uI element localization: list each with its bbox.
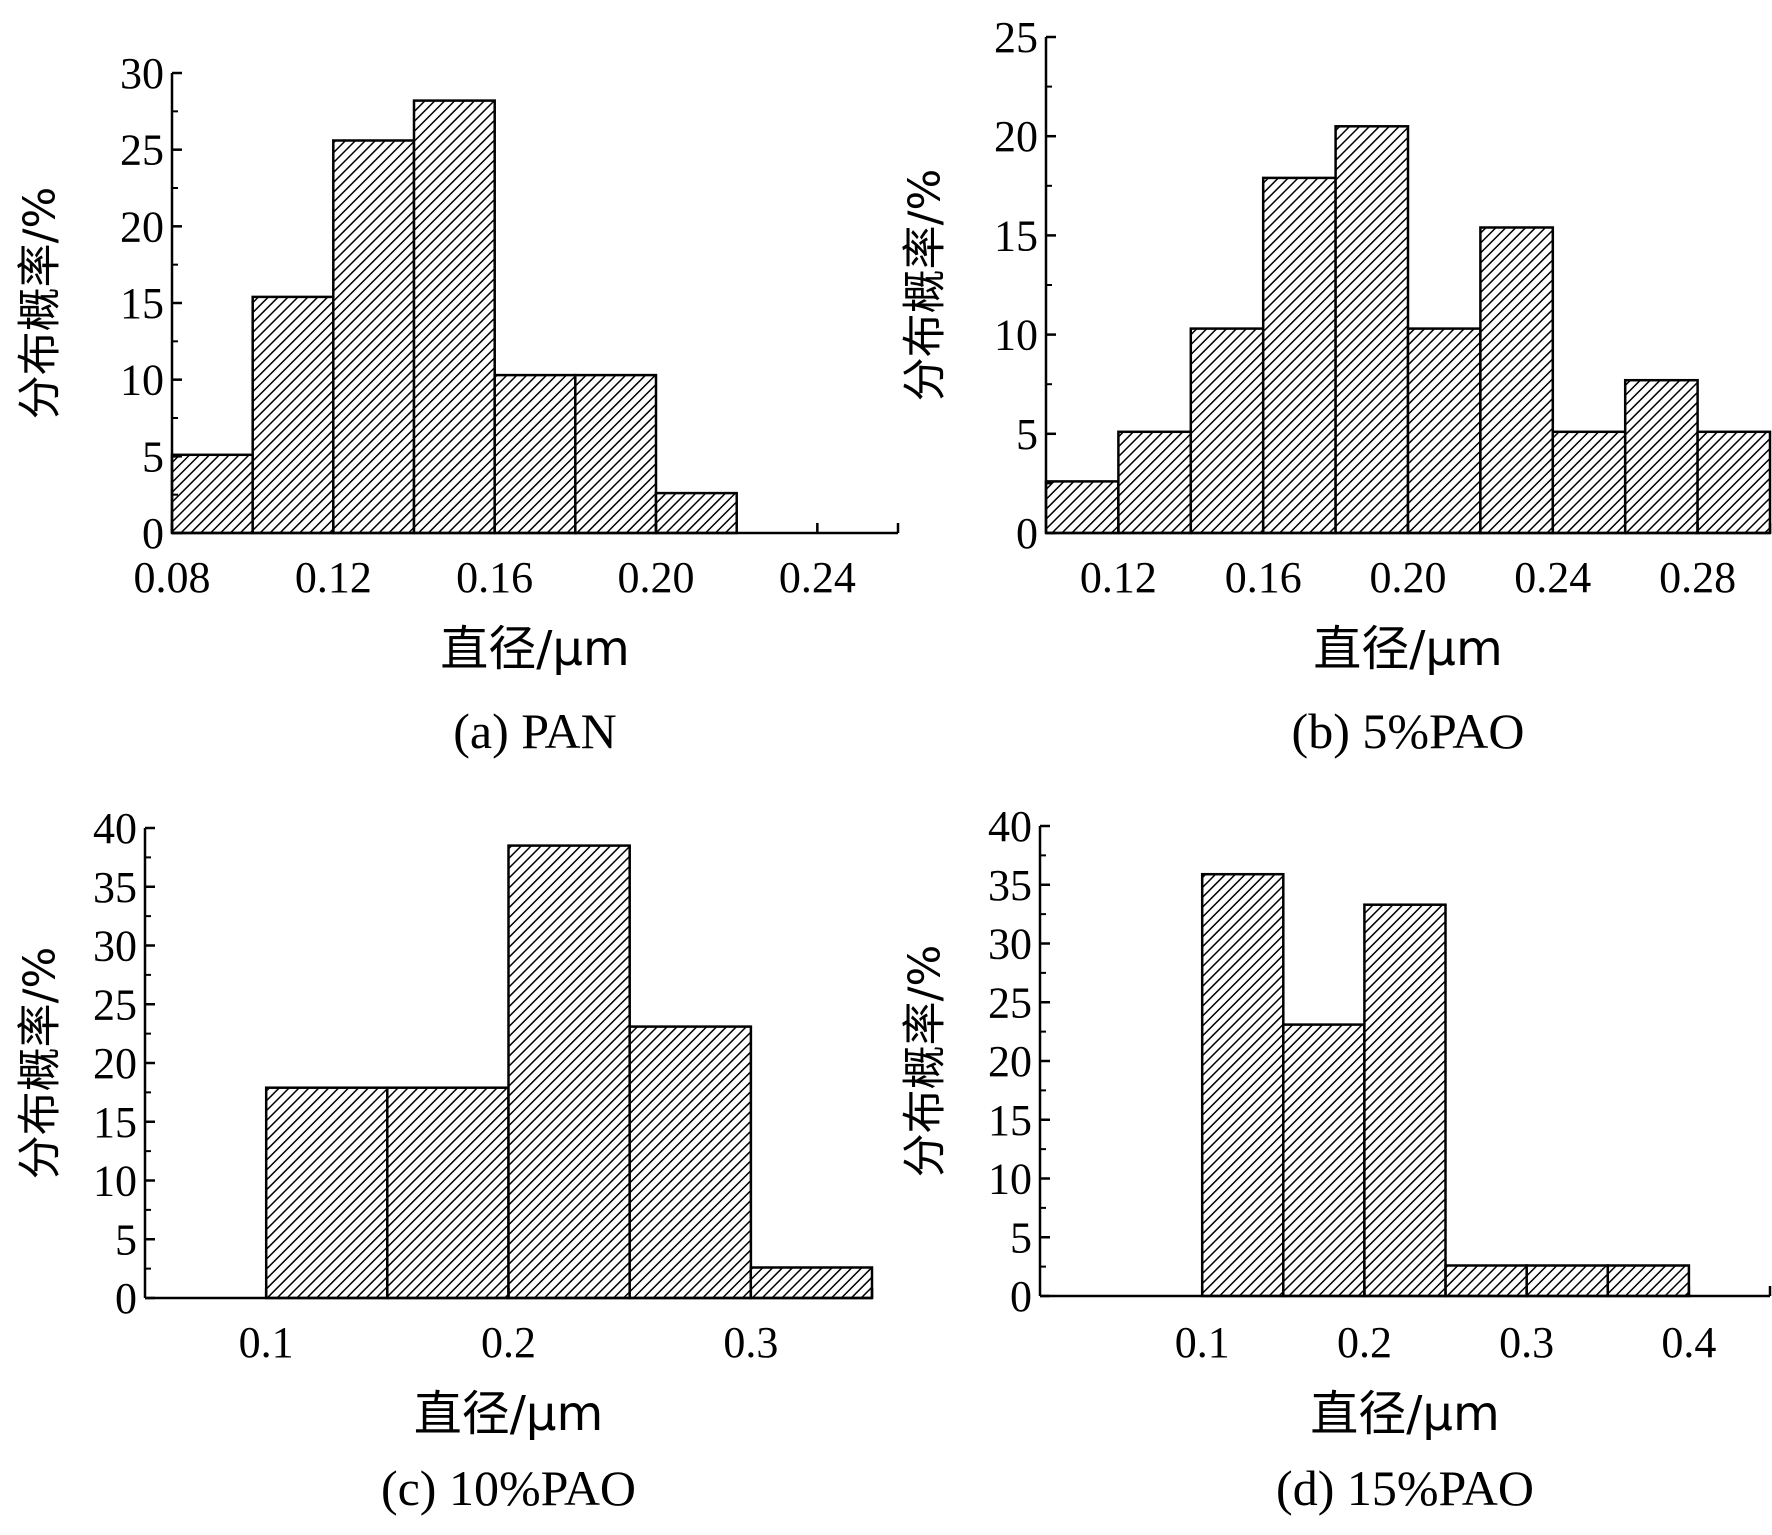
histogram-bar [1282,1023,1366,1298]
y-tick-label: 15 [988,1096,1032,1145]
chart-panel-c: 0 5 10 15 20 25 30 35 40 0.1 0.2 0.3 直径/μm 分布概率/% (c) … [15,804,874,1516]
x-tick-label: 0.16 [1225,553,1302,602]
histogram-bar [654,491,738,535]
chart-caption: (d) 15%PAO [1276,1460,1534,1516]
histogram-bar [264,1086,389,1300]
histogram-bar [332,139,416,535]
y-tick-label: 0 [142,509,164,558]
histogram-bar [386,1086,510,1300]
y-axis-title: 分布概率/% [15,947,66,1180]
histogram-bar [170,453,254,535]
x-tick-label: 0.3 [1499,1318,1554,1367]
x-axis-title: 直径/μm [1310,1386,1499,1442]
histogram-bar [1623,378,1699,535]
y-tick-label: 35 [988,861,1032,910]
histogram-bar [628,1025,753,1300]
y-tick-label: 40 [988,802,1032,851]
x-tick-label: 0.20 [1370,553,1447,602]
x-tick-label: 0.2 [481,1318,536,1367]
y-tick-label: 15 [93,1098,137,1147]
x-tick-label: 0.3 [723,1318,778,1367]
y-tick-label: 30 [93,922,137,971]
y-tick-label: 20 [120,202,164,251]
y-tick-label: 0 [1016,509,1038,558]
y-tick-label: 10 [994,311,1038,360]
x-tick-label: 0.24 [1514,553,1591,602]
y-tick-label: 15 [120,279,164,328]
y-tick-label: 10 [120,356,164,405]
x-tick-label: 0.4 [1661,1318,1716,1367]
chart-caption: (b) 5%PAO [1292,703,1525,759]
y-tick-label: 20 [93,1039,137,1088]
y-tick-label: 35 [93,863,137,912]
y-tick-label: 5 [1010,1213,1032,1262]
histogram-bar [1363,903,1447,1298]
x-axis-title: 直径/μm [1313,621,1502,677]
y-tick-label: 20 [994,112,1038,161]
y-axis-title: 分布概率/% [900,945,951,1178]
histogram-bar [1525,1264,1610,1298]
x-tick-label: 0.20 [618,553,695,602]
chart-panel-b: 0 5 10 15 20 25 0.12 0.16 0.20 0.24 0.28 直径/μm 分布概率/… [900,13,1772,759]
histogram-bar [1189,327,1265,535]
x-tick-label: 0.16 [456,553,533,602]
y-tick-label: 0 [1010,1272,1032,1321]
x-axis-title: 直径/μm [440,621,629,677]
histogram-bar [1551,430,1627,535]
x-tick-label: 0.2 [1337,1318,1392,1367]
y-tick-label: 30 [120,49,164,98]
chart-caption: (a) PAN [453,703,616,759]
y-tick-label: 0 [115,1274,137,1323]
y-tick-label: 5 [142,432,164,481]
chart-panel-d: 0 5 10 15 20 25 30 35 40 0.1 0.2 0.3 0.4 直径/μm 分布概率/% (… [900,802,1772,1516]
histogram-bar [493,373,577,535]
x-tick-label: 0.24 [779,553,856,602]
histogram-bar [1261,176,1337,535]
y-axis-title: 分布概率/% [900,169,951,402]
y-tick-label: 10 [93,1157,137,1206]
histogram-bar [1444,1264,1528,1298]
x-tick-label: 0.1 [1175,1318,1230,1367]
histogram-bar [1606,1264,1691,1298]
y-tick-label: 25 [988,978,1032,1027]
y-tick-label: 20 [988,1037,1032,1086]
y-tick-label: 25 [120,126,164,175]
histogram-bar [1696,430,1772,535]
y-tick-label: 10 [988,1155,1032,1204]
chart-caption: (c) 10%PAO [381,1460,636,1516]
y-tick-label: 15 [994,211,1038,260]
histogram-bar [507,844,631,1300]
histogram-bar [1117,430,1193,535]
y-tick-label: 5 [1016,410,1038,459]
y-axis-title: 分布概率/% [15,187,66,420]
x-tick-label: 0.28 [1659,553,1736,602]
y-tick-label: 25 [994,13,1038,62]
histogram-bar [1200,872,1285,1298]
y-tick-label: 5 [115,1215,137,1264]
chart-panel-a: 0 5 10 15 20 25 30 0.08 0.12 0.16 0.20 0.24 直径/μm 分布概… [15,49,900,759]
histogram-bar [1044,480,1120,535]
histogram-bar [1479,226,1555,535]
x-tick-label: 0.1 [239,1318,294,1367]
histogram-bar [251,295,335,535]
histogram-bar [412,99,496,535]
x-tick-label: 0.12 [295,553,372,602]
x-tick-label: 0.12 [1080,553,1157,602]
y-tick-label: 30 [988,920,1032,969]
histogram-bar [574,373,658,535]
histogram-bar [749,1266,874,1300]
x-axis-title: 直径/μm [414,1386,603,1442]
y-tick-label: 40 [93,804,137,853]
histogram-bar [1406,327,1482,535]
histogram-bar [1334,125,1410,535]
y-tick-label: 25 [93,980,137,1029]
x-tick-label: 0.08 [134,553,211,602]
